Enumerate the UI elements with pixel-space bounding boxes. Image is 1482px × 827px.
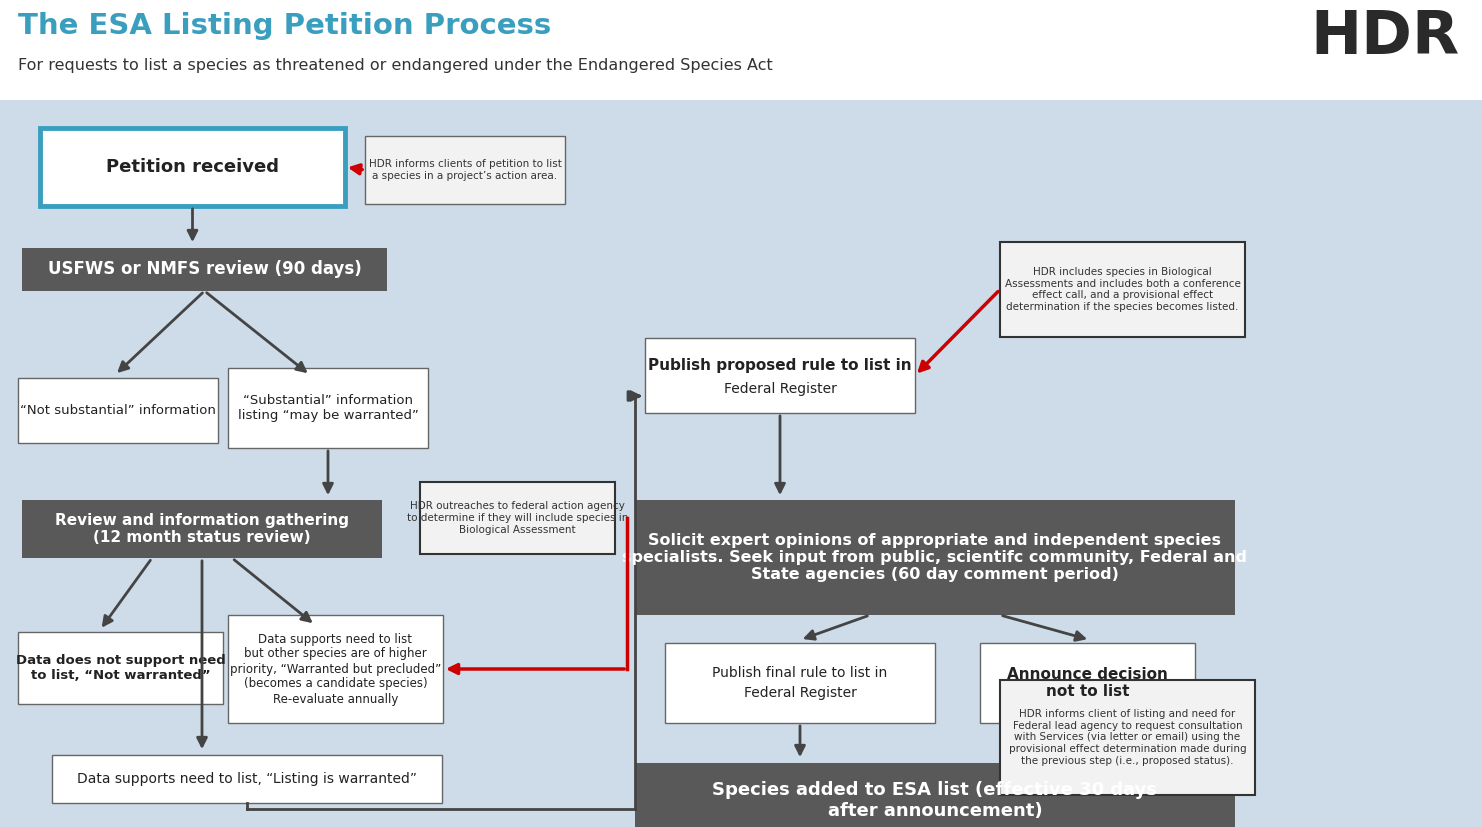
FancyBboxPatch shape <box>228 615 443 723</box>
FancyBboxPatch shape <box>980 643 1194 723</box>
FancyBboxPatch shape <box>18 632 222 704</box>
Text: Data does not support need
to list, “Not warranted”: Data does not support need to list, “Not… <box>16 654 225 682</box>
FancyBboxPatch shape <box>365 136 565 204</box>
FancyBboxPatch shape <box>22 248 387 291</box>
FancyBboxPatch shape <box>1000 242 1245 337</box>
FancyBboxPatch shape <box>1000 680 1255 795</box>
Text: The ESA Listing Petition Process: The ESA Listing Petition Process <box>18 12 551 40</box>
Text: Solicit expert opinions of appropriate and independent species
specialists. Seek: Solicit expert opinions of appropriate a… <box>622 533 1248 582</box>
Text: HDR: HDR <box>1312 8 1460 67</box>
FancyBboxPatch shape <box>645 338 914 413</box>
Text: “Substantial” information
listing “may be warranted”: “Substantial” information listing “may b… <box>237 394 418 422</box>
Text: HDR informs clients of petition to list
a species in a project’s action area.: HDR informs clients of petition to list … <box>369 160 562 181</box>
Text: HDR informs client of listing and need for
Federal lead agency to request consul: HDR informs client of listing and need f… <box>1009 710 1246 766</box>
Text: HDR outreaches to federal action agency
to determine if they will include specie: HDR outreaches to federal action agency … <box>408 501 628 534</box>
Text: Data supports need to list
but other species are of higher
priority, “Warranted : Data supports need to list but other spe… <box>230 633 442 705</box>
Text: USFWS or NMFS review (90 days): USFWS or NMFS review (90 days) <box>47 261 362 279</box>
FancyBboxPatch shape <box>634 500 1235 615</box>
FancyBboxPatch shape <box>52 755 442 803</box>
FancyBboxPatch shape <box>22 500 382 558</box>
Text: Federal Register: Federal Register <box>744 686 857 700</box>
Text: For requests to list a species as threatened or endangered under the Endangered : For requests to list a species as threat… <box>18 58 772 73</box>
Text: Publish final rule to list in: Publish final rule to list in <box>713 666 888 680</box>
Text: “Not substantial” information: “Not substantial” information <box>21 404 216 417</box>
FancyBboxPatch shape <box>0 100 1482 827</box>
FancyBboxPatch shape <box>0 0 1482 100</box>
Text: Publish proposed rule to list in: Publish proposed rule to list in <box>648 358 911 373</box>
Text: Announce decision
not to list: Announce decision not to list <box>1008 667 1168 699</box>
Text: HDR includes species in Biological
Assessments and includes both a conference
ef: HDR includes species in Biological Asses… <box>1005 267 1240 312</box>
Text: Data supports need to list, “Listing is warranted”: Data supports need to list, “Listing is … <box>77 772 416 786</box>
Text: Petition received: Petition received <box>107 158 279 176</box>
FancyBboxPatch shape <box>665 643 935 723</box>
Text: Review and information gathering
(12 month status review): Review and information gathering (12 mon… <box>55 513 348 545</box>
FancyBboxPatch shape <box>634 763 1235 827</box>
FancyBboxPatch shape <box>18 378 218 443</box>
FancyBboxPatch shape <box>419 482 615 554</box>
Text: Federal Register: Federal Register <box>723 381 836 395</box>
FancyBboxPatch shape <box>228 368 428 448</box>
Text: Species added to ESA list (effective 30 days
after announcement): Species added to ESA list (effective 30 … <box>713 781 1157 820</box>
FancyBboxPatch shape <box>40 128 345 206</box>
